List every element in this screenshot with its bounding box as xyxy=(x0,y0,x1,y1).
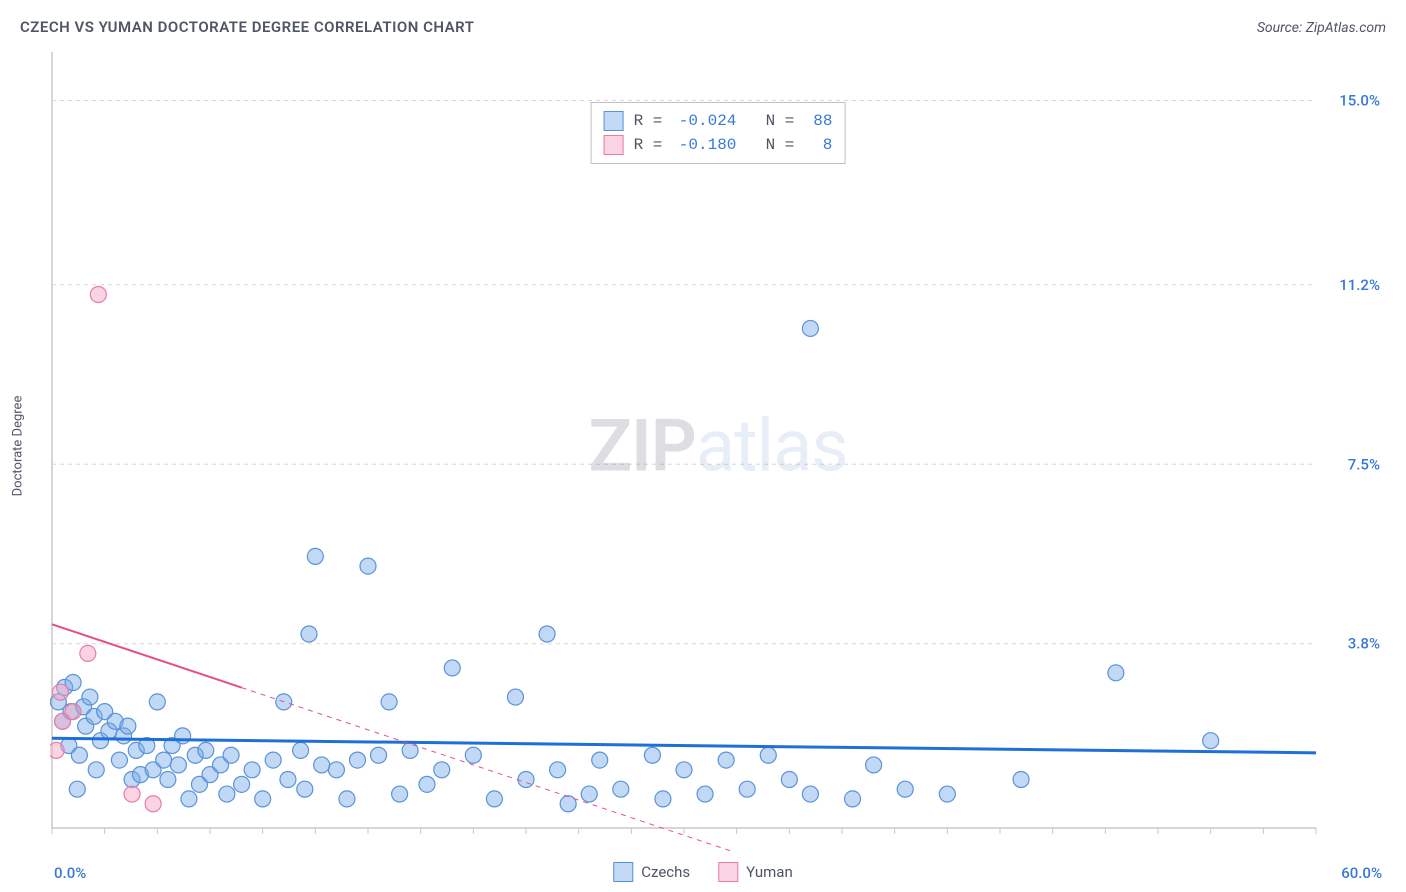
header: CZECH VS YUMAN DOCTORATE DEGREE CORRELAT… xyxy=(20,18,1386,36)
y-axis-label: Doctorate Degree xyxy=(11,396,26,497)
x-axis-min-label: 0.0% xyxy=(54,864,86,882)
chart-title: CZECH VS YUMAN DOCTORATE DEGREE CORRELAT… xyxy=(20,18,474,36)
svg-text:15.0%: 15.0% xyxy=(1339,92,1380,110)
source-label: Source: ZipAtlas.com xyxy=(1257,20,1386,36)
correlation-legend: R =-0.024 N =88 R =-0.180 N =8 xyxy=(591,102,846,164)
svg-text:3.8%: 3.8% xyxy=(1348,635,1380,653)
x-axis-max-label: 60.0% xyxy=(1341,864,1382,882)
scatter-plot: 3.8% 7.5% 11.2% 15.0% xyxy=(50,48,1386,852)
series-legend: Czechs Yuman xyxy=(613,862,793,882)
plot-container: 3.8%7.5%11.2%15.0% ZIPatlas R =-0.024 N … xyxy=(50,48,1386,852)
svg-text:11.2%: 11.2% xyxy=(1339,276,1380,294)
legend-item: Yuman xyxy=(718,862,793,882)
svg-text:7.5%: 7.5% xyxy=(1348,455,1380,473)
legend-item: Czechs xyxy=(613,862,690,882)
